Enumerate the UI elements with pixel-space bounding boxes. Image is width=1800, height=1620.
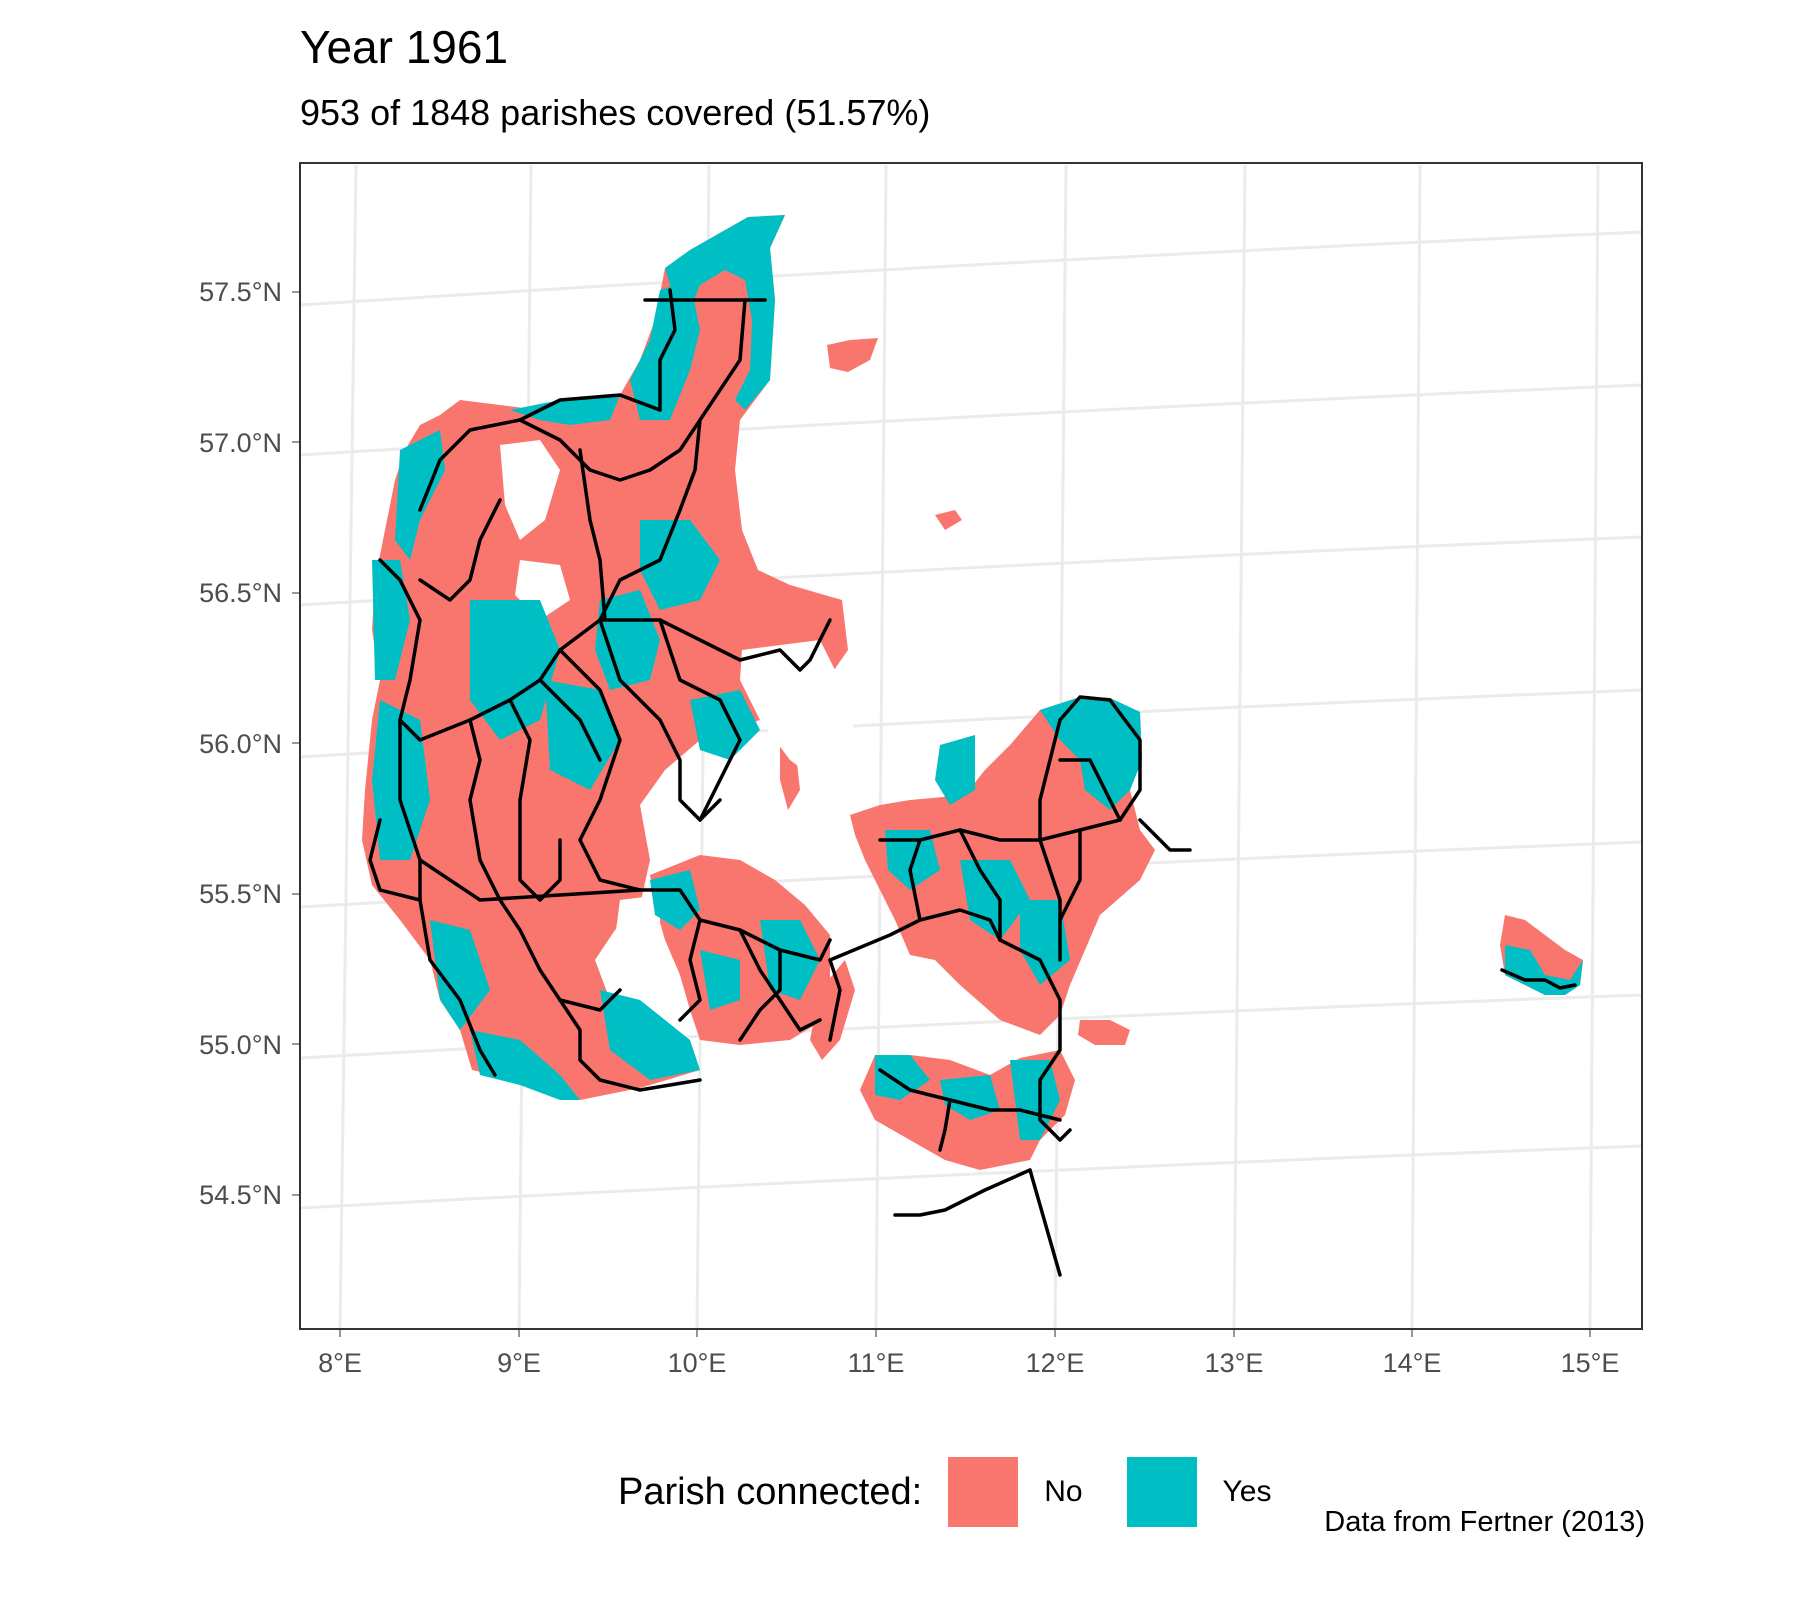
panel-border xyxy=(299,162,1643,1330)
legend-swatch-no xyxy=(948,1457,1019,1527)
data-source-caption: Data from Fertner (2013) xyxy=(1324,1506,1645,1538)
fjord-water xyxy=(500,440,860,1000)
x-tick-label: 13°E xyxy=(1205,1348,1264,1378)
legend: Parish connected: No Yes xyxy=(618,1456,1316,1528)
y-tick-label: 55.5°N xyxy=(199,879,282,909)
map-subtitle: 953 of 1848 parishes covered (51.57%) xyxy=(300,92,931,133)
legend-title: Parish connected: xyxy=(618,1470,923,1513)
y-tick-label: 56.0°N xyxy=(199,729,282,759)
legend-swatch-yes xyxy=(1126,1457,1197,1527)
x-tick-label: 8°E xyxy=(318,1348,362,1378)
y-tick-label: 57.5°N xyxy=(199,277,282,307)
x-tick-label: 15°E xyxy=(1561,1348,1620,1378)
y-tick-label: 54.5°N xyxy=(199,1180,282,1210)
y-tick-label: 56.5°N xyxy=(199,578,282,608)
y-axis: 57.5°N 57.0°N 56.5°N 56.0°N 55.5°N 55.0°… xyxy=(199,277,300,1210)
x-tick-label: 12°E xyxy=(1026,1348,1085,1378)
x-axis: 8°E 9°E 10°E 11°E 12°E 13°E 14°E 15°E xyxy=(318,1329,1619,1378)
legend-label-no: No xyxy=(1044,1475,1083,1508)
railway-lines xyxy=(368,288,1577,1277)
legend-label-yes: Yes xyxy=(1222,1475,1272,1508)
x-tick-label: 14°E xyxy=(1383,1348,1442,1378)
x-tick-label: 9°E xyxy=(497,1348,541,1378)
x-tick-label: 11°E xyxy=(848,1348,905,1378)
y-tick-label: 57.0°N xyxy=(199,428,282,458)
y-tick-label: 55.0°N xyxy=(199,1030,282,1060)
x-tick-label: 10°E xyxy=(668,1348,727,1378)
map-title: Year 1961 xyxy=(300,21,509,73)
